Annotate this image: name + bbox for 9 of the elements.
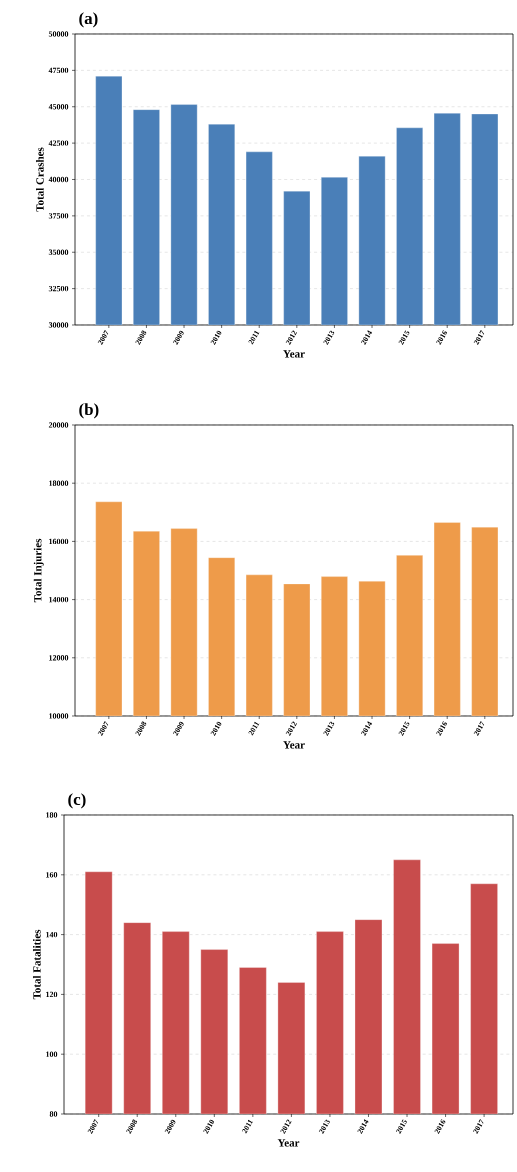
x-axis-title: Year <box>277 1139 300 1147</box>
y-axis-title: Total Fatalities <box>32 929 41 1000</box>
chart-title: (a) <box>79 12 98 28</box>
y-axis-title: Total Crashes <box>36 147 44 212</box>
y-axis-title: Total Injuries <box>33 538 44 603</box>
chart-title: (c) <box>68 793 86 809</box>
x-axis-title: Year <box>283 350 305 358</box>
chart-title: (b) <box>79 403 99 419</box>
x-axis-title: Year <box>283 741 305 749</box>
